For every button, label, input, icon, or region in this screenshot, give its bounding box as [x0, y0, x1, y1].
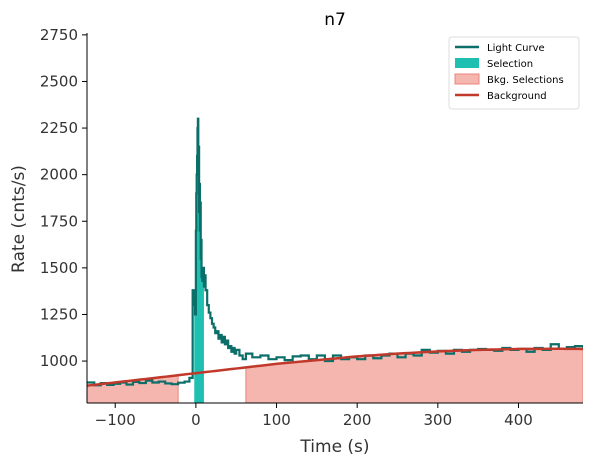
axes: −100 0 100 200 300 400 1000 1250 1500 1750 2000 225… — [40, 26, 583, 429]
light-curve-line — [87, 117, 583, 387]
legend-label: Selection — [487, 59, 533, 70]
legend-label: Background — [487, 91, 547, 102]
y-tick-label: 2250 — [40, 119, 78, 137]
x-tick-label: 0 — [191, 411, 201, 429]
y-tick-label: 1000 — [40, 352, 78, 370]
x-tick-label: 300 — [424, 411, 453, 429]
y-tick-label: 2500 — [40, 72, 78, 90]
legend-patch-swatch — [455, 58, 479, 68]
x-tick-label: 400 — [504, 411, 533, 429]
plot-clip-group — [87, 117, 583, 403]
legend-patch-swatch — [454, 73, 480, 85]
x-tick-label: 200 — [343, 411, 372, 429]
y-tick-label: 1250 — [40, 305, 78, 323]
y-tick-label: 2750 — [40, 26, 78, 44]
x-tick-label: 100 — [262, 411, 291, 429]
legend: Light Curve Selection Bkg. Selections Backg… — [448, 36, 580, 110]
plot-area — [87, 117, 583, 403]
chart-title: n7 — [324, 10, 346, 30]
legend-box — [448, 36, 580, 110]
y-tick-label: 1500 — [40, 259, 78, 277]
legend-label: Bkg. Selections — [487, 75, 564, 86]
y-axis-label: Rate (cnts/s) — [9, 165, 29, 273]
x-tick-label: −100 — [95, 411, 136, 429]
y-tick-label: 1750 — [40, 212, 78, 230]
y-tick-label: 2000 — [40, 166, 78, 184]
x-axis-label: Time (s) — [299, 437, 369, 457]
background-line — [87, 347, 583, 387]
legend-label: Light Curve — [487, 43, 545, 54]
